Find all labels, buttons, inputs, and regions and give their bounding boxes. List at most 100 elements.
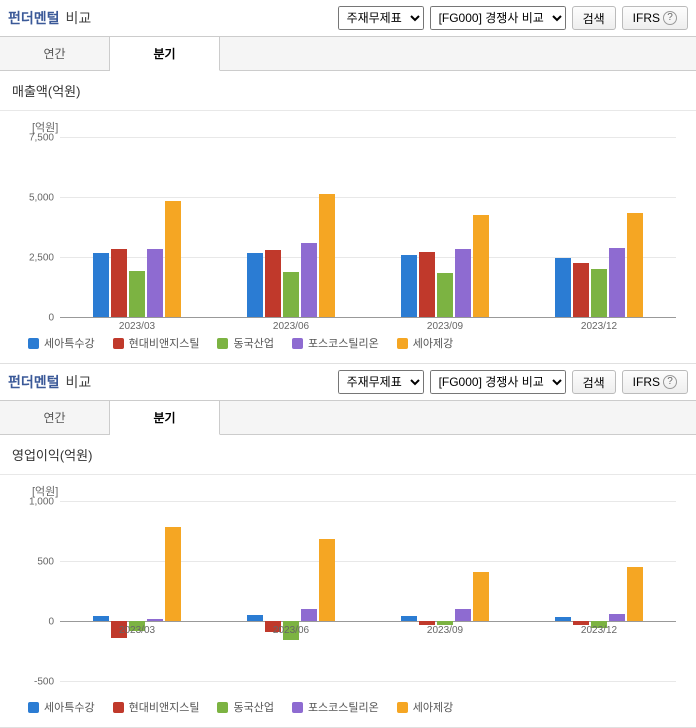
legend-item: 동국산업: [217, 335, 273, 351]
bar-group: 2023/06: [214, 501, 368, 681]
y-tick-label: -500: [34, 677, 60, 688]
legend-swatch: [113, 338, 124, 349]
legend-swatch: [217, 702, 228, 713]
fundamental-panel: 펀더멘털 비교 주재무제표 [FG000] 경쟁사 비교 검색 IFRS ? 연…: [0, 0, 696, 364]
legend-swatch: [292, 702, 303, 713]
y-tick-label: 7,500: [29, 133, 60, 144]
bar-group: 2023/03: [60, 137, 214, 317]
bar-group: 2023/09: [368, 501, 522, 681]
bars: [93, 501, 181, 681]
legend-label: 현대비앤지스틸: [129, 699, 200, 715]
bar-groups: 2023/032023/062023/092023/12: [60, 137, 676, 317]
legend-swatch: [217, 338, 228, 349]
bar-rect: [591, 269, 607, 317]
bar-rect: [627, 567, 643, 621]
bars: [401, 501, 489, 681]
bar-rect: [555, 617, 571, 621]
y-tick-label: 2,500: [29, 253, 60, 264]
bar-rect: [301, 609, 317, 621]
legend-item: 현대비앤지스틸: [113, 335, 200, 351]
legend-label: 동국산업: [233, 699, 273, 715]
gridline: -500: [60, 681, 676, 682]
ifrs-button[interactable]: IFRS ?: [622, 370, 688, 394]
legend-label: 현대비앤지스틸: [129, 335, 200, 351]
bar-rect: [111, 249, 127, 317]
bar-groups: 2023/03 2023/062023/09 2023/12: [60, 501, 676, 681]
legend-swatch: [397, 338, 408, 349]
bar-rect: [455, 249, 471, 317]
bar-rect: [437, 273, 453, 317]
chart-title: 영업이익(억원): [0, 435, 696, 475]
chart-plot: -50005001,0002023/032023/062023/092023/1…: [60, 501, 676, 681]
bars: [555, 137, 643, 317]
bar-rect: [573, 263, 589, 317]
panel-title-main: 펀더멘털: [8, 8, 60, 28]
y-axis-unit: [억원]: [32, 119, 686, 135]
bar-rect: [319, 194, 335, 317]
panel-title-sub: 비교: [66, 8, 92, 28]
bar-rect: [401, 616, 417, 621]
legend-item: 세아제강: [397, 699, 453, 715]
legend-item: 동국산업: [217, 699, 273, 715]
legend-swatch: [397, 702, 408, 713]
x-tick-label: 2023/12: [581, 621, 617, 636]
bar-rect: [455, 609, 471, 621]
legend-item: 포스코스틸리온: [292, 335, 379, 351]
panel-title-main: 펀더멘털: [8, 372, 60, 392]
tab-quarter[interactable]: 분기: [110, 37, 220, 71]
y-tick-label: 0: [48, 313, 60, 324]
bars: [247, 501, 335, 681]
statement-select[interactable]: 주재무제표: [338, 370, 424, 394]
chart-title: 매출액(억원): [0, 71, 696, 111]
bar-group: 2023/12: [522, 501, 676, 681]
x-tick-label: 2023/03: [119, 621, 155, 636]
bars: [93, 137, 181, 317]
help-icon: ?: [663, 11, 677, 25]
x-tick-label: 2023/12: [581, 317, 617, 332]
tab-annual[interactable]: 연간: [0, 401, 110, 434]
bars: [401, 137, 489, 317]
x-tick-label: 2023/03: [119, 317, 155, 332]
search-button[interactable]: 검색: [572, 370, 616, 394]
legend-label: 세아제강: [413, 699, 453, 715]
bar-rect: [247, 253, 263, 317]
bar-rect: [265, 250, 281, 317]
search-button[interactable]: 검색: [572, 6, 616, 30]
tab-annual[interactable]: 연간: [0, 37, 110, 70]
bar-rect: [283, 272, 299, 317]
bar-rect: [555, 258, 571, 317]
legend-swatch: [28, 702, 39, 713]
statement-select[interactable]: 주재무제표: [338, 6, 424, 30]
y-axis-unit: [억원]: [32, 483, 686, 499]
chart-plot: 02,5005,0007,5002023/032023/062023/09202…: [60, 137, 676, 317]
x-tick-label: 2023/09: [427, 317, 463, 332]
tab-quarter[interactable]: 분기: [110, 401, 220, 435]
chart-legend: 세아특수강현대비앤지스틸동국산업포스코스틸리온세아제강: [10, 681, 686, 727]
legend-label: 세아제강: [413, 335, 453, 351]
bar-rect: [609, 614, 625, 621]
bar-group: 2023/09: [368, 137, 522, 317]
ifrs-button[interactable]: IFRS ?: [622, 6, 688, 30]
chart-area: [억원]-50005001,0002023/032023/062023/0920…: [0, 475, 696, 727]
bar-rect: [93, 616, 109, 621]
period-tabs: 연간 분기: [0, 36, 696, 71]
legend-item: 현대비앤지스틸: [113, 699, 200, 715]
fundamental-panel: 펀더멘털 비교 주재무제표 [FG000] 경쟁사 비교 검색 IFRS ? 연…: [0, 364, 696, 728]
legend-label: 포스코스틸리온: [308, 335, 379, 351]
bar-rect: [401, 255, 417, 317]
bar-rect: [473, 572, 489, 621]
panel-header: 펀더멘털 비교 주재무제표 [FG000] 경쟁사 비교 검색 IFRS ?: [0, 0, 696, 36]
bar-rect: [129, 271, 145, 317]
competitor-select[interactable]: [FG000] 경쟁사 비교: [430, 6, 566, 30]
x-tick-label: 2023/06: [273, 317, 309, 332]
bar-rect: [473, 215, 489, 317]
bar-rect: [319, 539, 335, 621]
bar-rect: [147, 249, 163, 317]
y-tick-label: 500: [37, 557, 60, 568]
legend-item: 포스코스틸리온: [292, 699, 379, 715]
bars: [555, 501, 643, 681]
bar-rect: [165, 527, 181, 621]
bar-group: 2023/06: [214, 137, 368, 317]
competitor-select[interactable]: [FG000] 경쟁사 비교: [430, 370, 566, 394]
period-tabs: 연간 분기: [0, 400, 696, 435]
